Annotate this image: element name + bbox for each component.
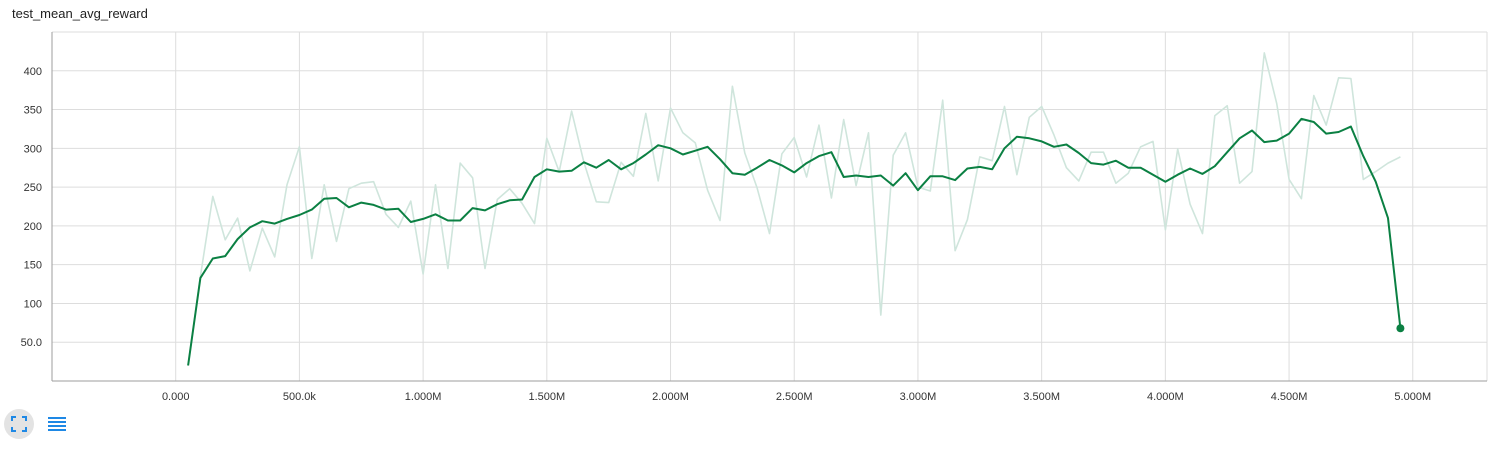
raw-series-line	[187, 52, 1401, 366]
data-table-icon	[48, 417, 66, 431]
y-tick-label: 250	[24, 182, 42, 194]
axes	[51, 32, 1487, 382]
grid-lines	[52, 31, 1488, 381]
fit-domain-button[interactable]	[4, 409, 34, 439]
chart-toolbar	[4, 409, 72, 439]
y-tick-label: 150	[24, 260, 42, 272]
y-tick-labels: 50.0 100 150 200 250 300 350 400	[21, 66, 42, 349]
show-data-button[interactable]	[42, 409, 72, 439]
fit-domain-icon	[11, 416, 27, 432]
y-tick-label: 200	[24, 221, 42, 233]
x-tick-label: 0.000	[162, 391, 190, 403]
y-tick-label: 50.0	[21, 337, 42, 349]
series-group	[187, 52, 1405, 366]
last-point-marker[interactable]	[1396, 324, 1405, 333]
y-tick-label: 300	[24, 143, 42, 155]
chart-plot[interactable]: 0.000 500.0k 1.000M 1.500M 2.000M 2.500M 3.000…	[0, 0, 1506, 405]
x-tick-label: 2.500M	[776, 391, 813, 403]
x-tick-label: 1.500M	[528, 391, 565, 403]
x-tick-labels: 0.000 500.0k 1.000M 1.500M 2.000M 2.500M 3.000…	[162, 391, 1431, 403]
x-tick-label: 3.500M	[1023, 391, 1060, 403]
x-tick-label: 2.000M	[652, 391, 689, 403]
y-tick-label: 100	[24, 298, 42, 310]
x-tick-label: 3.000M	[900, 391, 937, 403]
y-tick-label: 350	[24, 105, 42, 117]
y-tick-label: 400	[24, 66, 42, 78]
chart-title: test_mean_avg_reward	[12, 6, 148, 21]
x-tick-label: 5.000M	[1394, 391, 1431, 403]
smoothed-series-line	[187, 117, 1402, 366]
x-tick-label: 1.000M	[405, 391, 442, 403]
x-tick-label: 500.0k	[283, 391, 317, 403]
x-tick-label: 4.000M	[1147, 391, 1184, 403]
x-tick-label: 4.500M	[1271, 391, 1308, 403]
